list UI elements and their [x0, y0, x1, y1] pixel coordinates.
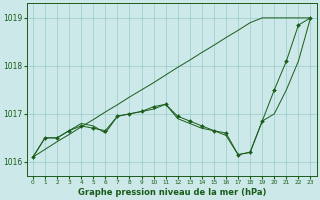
X-axis label: Graphe pression niveau de la mer (hPa): Graphe pression niveau de la mer (hPa): [77, 188, 266, 197]
